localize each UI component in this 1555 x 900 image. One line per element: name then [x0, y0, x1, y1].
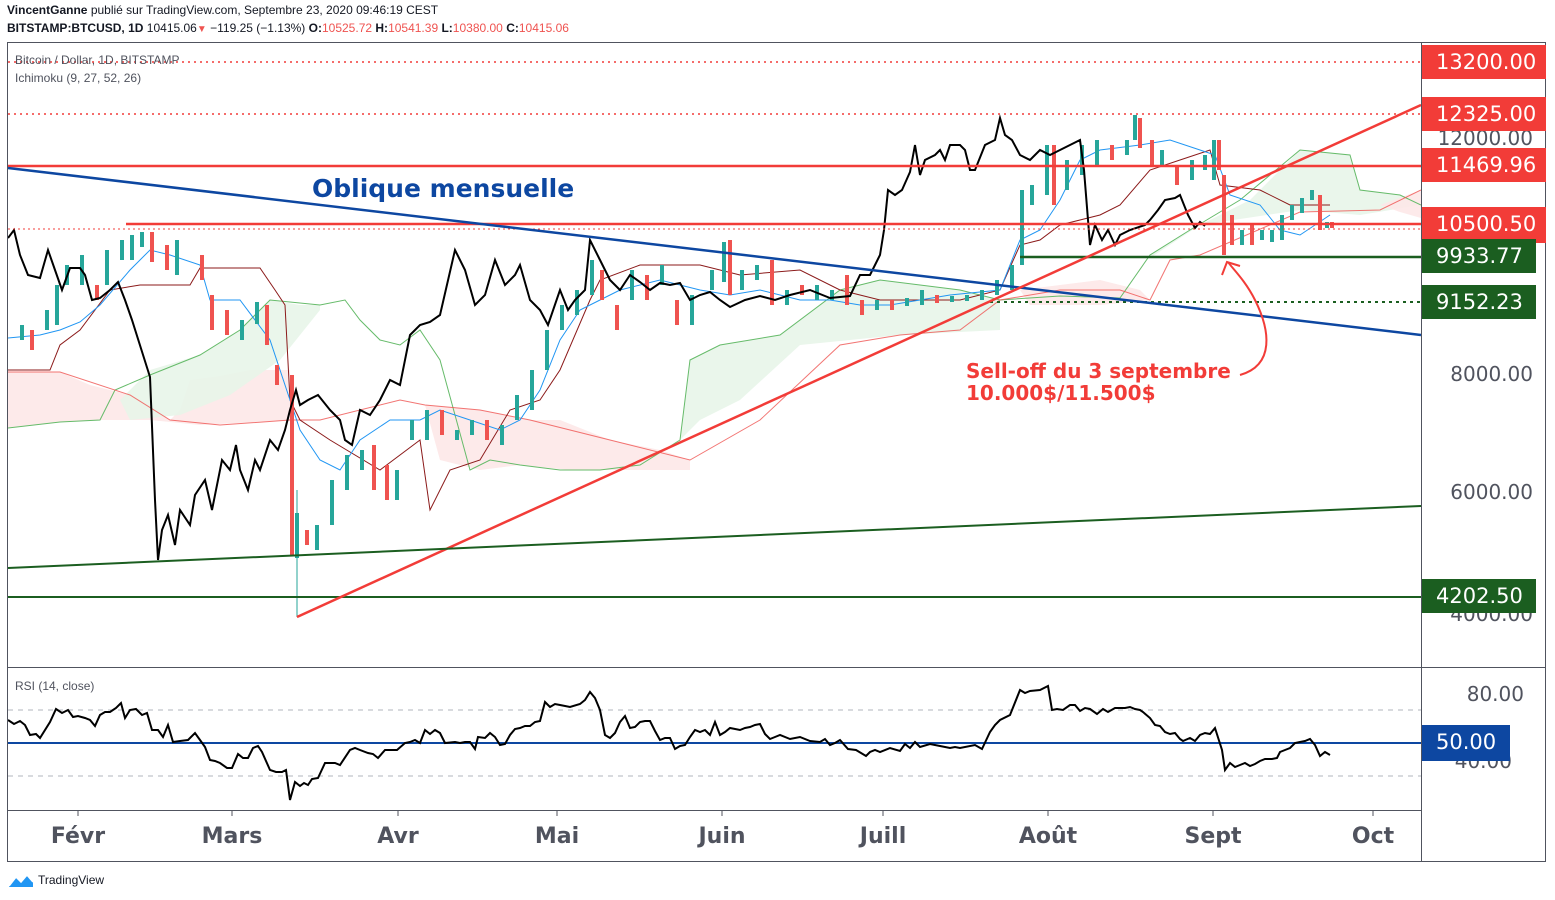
price-change: −119.25 (−1.13%): [210, 21, 306, 35]
selloff-arrow: [1227, 261, 1268, 376]
low-value: 10380.00: [452, 21, 503, 35]
price-tick: 8000.00: [1450, 362, 1533, 386]
senkou-span-a: [8, 149, 1421, 471]
low-label: L:: [441, 21, 453, 35]
price-tag-11469: 11469.96: [1422, 148, 1546, 182]
rsi-tick: 80.00: [1466, 682, 1524, 706]
oblique-mensuelle-line: [8, 166, 1421, 337]
close-value: 10415.06: [518, 21, 569, 35]
kumo-bearish-4: [1380, 190, 1421, 218]
kijun-sen: [8, 149, 1330, 512]
price-tag-12325: 12325.00: [1422, 97, 1546, 131]
publish-text: publié sur TradingView.com, Septembre 23…: [90, 3, 439, 17]
kumo-bullish-1: [120, 300, 320, 420]
time-label: Oct: [1351, 824, 1395, 849]
senkou-span-b: [8, 189, 1421, 461]
author-name: VincentGanne: [7, 3, 88, 17]
time-label: Mai: [534, 824, 580, 849]
price-tag-9933: 9933.77: [1422, 239, 1536, 273]
tradingview-logo-icon: [8, 873, 34, 887]
price-tag-4202: 4202.50: [1422, 579, 1536, 613]
kumo-bearish-2: [425, 405, 690, 470]
candles: [20, 115, 1334, 617]
price-axis-separator: [1421, 42, 1422, 862]
price-tag-13200: 13200.00: [1422, 45, 1546, 79]
price-tick: 6000.00: [1450, 480, 1533, 504]
main-pane-title: Bitcoin / Dollar, 1D, BITSTAMP: [15, 53, 180, 67]
close-label: C:: [506, 21, 519, 35]
ichimoku-legend[interactable]: Ichimoku (9, 27, 52, 26): [15, 71, 142, 85]
time-label: Févr: [50, 824, 106, 849]
high-label: H:: [375, 21, 389, 35]
kumo-bullish-2: [680, 280, 1000, 440]
oblique-mensuelle-label: Oblique mensuelle: [312, 174, 575, 203]
time-axis-separator: [7, 810, 1422, 811]
time-label: Juill: [859, 824, 907, 849]
open-value: 10525.72: [321, 21, 373, 35]
price-tag-10500: 10500.50: [1422, 207, 1546, 243]
publish-info: VincentGanne publié sur TradingView.com,…: [7, 3, 438, 17]
chart-frame[interactable]: [7, 42, 1546, 862]
last-price: 10415.06: [146, 21, 197, 35]
kumo-bullish-3: [1150, 150, 1421, 258]
symbol-name: BITSTAMP:BTCUSD, 1D: [7, 21, 144, 35]
price-tag-9152: 9152.23: [1422, 285, 1536, 319]
rsi-line: [8, 684, 1331, 801]
symbol-info: BITSTAMP:BTCUSD, 1D 10415.06▼ −119.25 (−…: [7, 21, 569, 35]
tradingview-brand[interactable]: TradingView: [8, 872, 104, 888]
time-label: Mars: [201, 824, 263, 849]
chikou-span: [8, 114, 1206, 561]
rsi-tag-50: 50.00: [1422, 725, 1510, 761]
time-label: Avr: [377, 824, 419, 849]
high-value: 10541.39: [388, 21, 439, 35]
open-label: O:: [308, 21, 322, 35]
selloff-line1: Sell-off du 3 septembre: [966, 359, 1231, 383]
pane-separator[interactable]: [7, 667, 1546, 668]
time-label: Août: [1018, 824, 1078, 849]
time-label: Juin: [698, 824, 746, 849]
time-ticks: [77, 811, 1374, 816]
down-arrow-icon: ▼: [196, 24, 207, 35]
time-label: Sept: [1184, 824, 1242, 849]
selloff-annotation: Sell-off du 3 septembre 10.000$/11.500$: [966, 360, 1231, 404]
selloff-line2: 10.000$/11.500$: [966, 381, 1156, 405]
rsi-legend[interactable]: RSI (14, close): [15, 679, 95, 693]
long-term-support-line: [8, 505, 1421, 569]
brand-name: TradingView: [38, 873, 105, 887]
rising-support-line: [296, 103, 1421, 619]
